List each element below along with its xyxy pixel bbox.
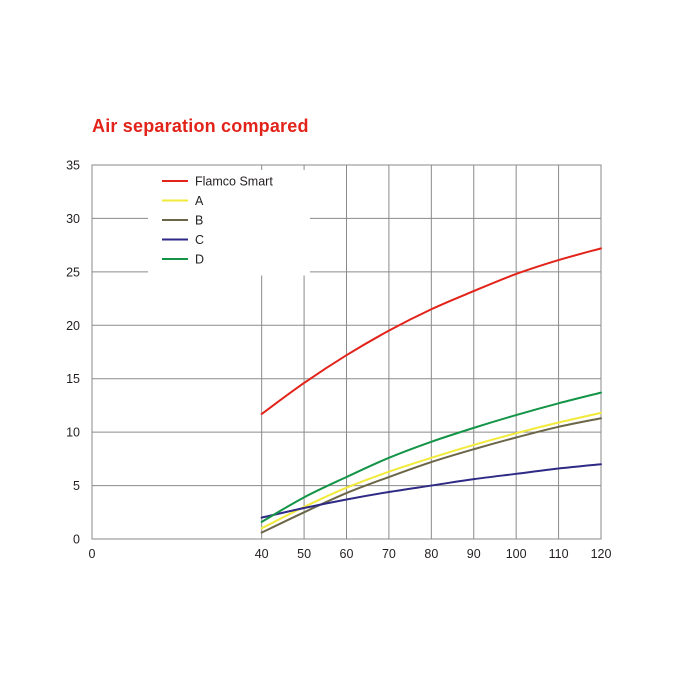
y-tick-label: 30	[66, 212, 80, 226]
legend-label: D	[195, 253, 204, 267]
y-tick-label: 15	[66, 372, 80, 386]
legend-label: C	[195, 233, 204, 247]
y-tick-label: 0	[73, 533, 80, 547]
legend-label: B	[195, 214, 203, 228]
series-line-c	[260, 463, 602, 519]
x-tick-label: 90	[467, 547, 481, 561]
legend-background	[148, 170, 310, 276]
series-line-b	[260, 417, 602, 534]
y-tick-label: 20	[66, 319, 80, 333]
x-tick-label: 110	[549, 547, 569, 561]
x-axis-ticks: 0 40 50 60 70 80 90 100 110 120	[89, 547, 612, 561]
y-axis-ticks: 0 5 10 15 20 25 30 35	[66, 159, 80, 547]
x-tick-label: 0	[89, 547, 96, 561]
series-line-d	[260, 391, 602, 523]
y-tick-label: 25	[66, 265, 80, 279]
y-tick-label: 10	[66, 426, 80, 440]
x-tick-label: 70	[382, 547, 396, 561]
legend-label: Flamco Smart	[195, 175, 273, 189]
y-tick-label: 5	[73, 479, 80, 493]
plot-frame	[91, 164, 602, 540]
x-tick-label: 40	[255, 547, 269, 561]
x-tick-label: 50	[297, 547, 311, 561]
series-lines	[260, 247, 602, 534]
y-tick-label: 35	[66, 159, 80, 173]
legend-label: A	[195, 194, 204, 208]
x-tick-label: 120	[591, 547, 612, 561]
x-tick-label: 100	[506, 547, 527, 561]
x-tick-label: 80	[424, 547, 438, 561]
chart-title: Air separation compared	[92, 116, 309, 136]
series-line-flamco-smart	[260, 247, 602, 415]
x-tick-label: 60	[340, 547, 354, 561]
gridlines	[92, 165, 601, 539]
series-line-a	[260, 411, 602, 530]
